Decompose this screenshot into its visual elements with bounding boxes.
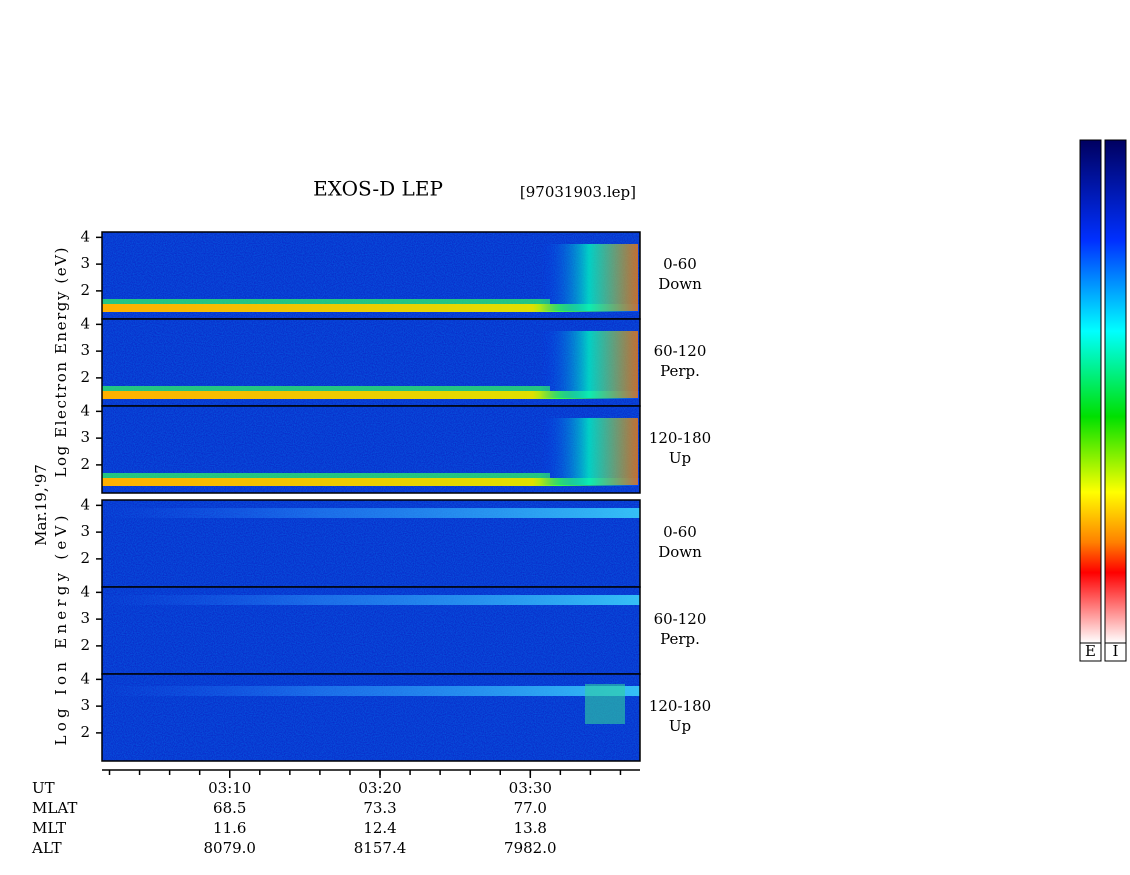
panel-label: Up xyxy=(669,717,691,735)
panel-label: Up xyxy=(669,449,691,467)
row-value: 68.5 xyxy=(213,799,246,817)
y-tick-label: 2 xyxy=(80,455,90,473)
y-axis-title: Log Ion Energy (eV) xyxy=(52,516,70,746)
row-value: 7982.0 xyxy=(504,839,557,857)
colorbar-label: E xyxy=(1085,642,1096,660)
colorbar xyxy=(1079,139,1102,644)
panel-label: 60-120 xyxy=(654,610,707,628)
colorbar-label: I xyxy=(1113,642,1119,660)
spectrogram-band xyxy=(102,391,640,399)
spectrogram-band xyxy=(102,478,640,486)
y-tick-label: 4 xyxy=(80,401,90,419)
y-tick-label: 3 xyxy=(80,428,90,446)
row-name: MLT xyxy=(32,819,66,837)
y-tick-label: 2 xyxy=(80,368,90,386)
y-tick-label: 3 xyxy=(80,254,90,272)
y-tick-label: 3 xyxy=(80,696,90,714)
y-tick-label: 4 xyxy=(80,314,90,332)
file-name: [97031903.lep] xyxy=(520,183,636,201)
spectrogram-hot xyxy=(540,418,638,485)
spectrogram-hot xyxy=(540,331,638,398)
y-tick-label: 4 xyxy=(80,582,90,600)
colorbar-label-box xyxy=(1104,642,1127,662)
row-value: 13.8 xyxy=(514,819,547,837)
colorbar xyxy=(1104,139,1127,644)
panel-label: Perp. xyxy=(660,362,700,380)
x-tick-label: 03:20 xyxy=(358,779,401,797)
y-tick-label: 2 xyxy=(80,636,90,654)
chart-title: EXOS-D LEP xyxy=(313,177,443,201)
y-tick-label: 4 xyxy=(80,495,90,513)
spectrogram-band xyxy=(102,595,640,605)
panel-label: Down xyxy=(658,543,702,561)
panel-label: 0-60 xyxy=(663,255,697,273)
panel-label: Perp. xyxy=(660,630,700,648)
spectrogram-band xyxy=(102,686,640,696)
row-name: UT xyxy=(32,779,55,797)
x-tick-label: 03:10 xyxy=(208,779,251,797)
panel-label: 0-60 xyxy=(663,523,697,541)
y-axis-title: Log Electron Energy (eV) xyxy=(52,248,70,478)
x-tick-label: 03:30 xyxy=(509,779,552,797)
y-tick-label: 2 xyxy=(80,723,90,741)
spectrogram-hot xyxy=(540,244,638,311)
y-tick-label: 4 xyxy=(80,227,90,245)
panel-label: 120-180 xyxy=(649,429,711,447)
y-tick-label: 3 xyxy=(80,609,90,627)
spectrogram-band xyxy=(102,508,640,518)
row-name: ALT xyxy=(31,839,62,857)
panel-label: 120-180 xyxy=(649,697,711,715)
panel-frame xyxy=(101,405,641,494)
panel-label: 60-120 xyxy=(654,342,707,360)
y-tick-label: 4 xyxy=(80,669,90,687)
row-value: 8157.4 xyxy=(354,839,407,857)
date-label: Mar.19,'97 xyxy=(32,464,50,546)
panel-frame xyxy=(101,673,641,762)
row-value: 73.3 xyxy=(363,799,396,817)
y-tick-label: 3 xyxy=(80,522,90,540)
row-name: MLAT xyxy=(32,799,77,817)
y-tick-label: 2 xyxy=(80,549,90,567)
row-value: 8079.0 xyxy=(203,839,256,857)
panel-label: Down xyxy=(658,275,702,293)
row-value: 77.0 xyxy=(514,799,547,817)
row-value: 12.4 xyxy=(363,819,396,837)
spectrogram-hot xyxy=(585,684,625,724)
row-value: 11.6 xyxy=(213,819,246,837)
y-tick-label: 2 xyxy=(80,281,90,299)
spectrogram-band xyxy=(102,304,640,312)
colorbar-label-box xyxy=(1079,642,1102,662)
y-tick-label: 3 xyxy=(80,341,90,359)
